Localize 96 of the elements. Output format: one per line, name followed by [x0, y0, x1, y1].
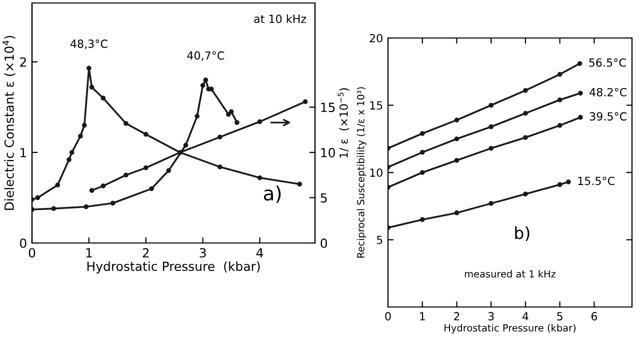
- point: [557, 182, 562, 188]
- point: [566, 179, 571, 184]
- point: [183, 142, 188, 148]
- x-axis-title: Hydrostatic Pressure (kbar): [444, 324, 576, 334]
- point: [488, 146, 494, 151]
- y-tick-label: 20: [370, 34, 382, 42]
- point: [488, 124, 494, 130]
- point: [166, 168, 172, 173]
- y2-tick-label: 10: [321, 148, 335, 158]
- annotation: a): [264, 186, 281, 203]
- point: [420, 150, 425, 155]
- annotation: b): [515, 226, 530, 242]
- point: [420, 217, 425, 222]
- y2-tick-label: 5: [320, 193, 327, 203]
- point: [578, 114, 583, 120]
- y-axis-title: Reciprocal Susceptibility (1/ε x 10³): [356, 87, 366, 258]
- point: [420, 131, 425, 136]
- point: [124, 172, 128, 178]
- series-label: 40,7°C: [187, 51, 224, 61]
- point: [557, 122, 562, 128]
- point: [302, 99, 308, 104]
- point: [200, 82, 206, 88]
- point: [454, 210, 460, 216]
- x-tick-label: 3: [200, 248, 206, 258]
- y-tick-label: 1: [20, 148, 26, 158]
- y-tick-label: 5: [376, 236, 382, 244]
- y-tick-label: 15: [370, 101, 382, 110]
- x-tick-label: 3: [488, 312, 494, 320]
- y-axis-title: Dielectric Constant ε (×10$^{4}$): [2, 36, 16, 210]
- point: [454, 158, 460, 163]
- point: [110, 200, 116, 206]
- point: [149, 186, 154, 192]
- point: [143, 165, 148, 170]
- y2-tick-label: 15: [321, 102, 335, 112]
- x-axis-title: Hydrostatic Pressure (kbar): [87, 261, 260, 274]
- point: [86, 66, 92, 71]
- point: [69, 150, 74, 155]
- point: [89, 84, 94, 90]
- point: [89, 188, 94, 193]
- point: [66, 157, 72, 162]
- x-tick-label: 2: [454, 312, 460, 320]
- x-tick-label: 6: [591, 312, 598, 320]
- annotation: at 10 kHz: [254, 14, 306, 24]
- point: [228, 109, 234, 114]
- series-label: 56.5°C: [589, 58, 626, 67]
- x-tick-label: 0: [28, 248, 36, 258]
- point: [557, 97, 562, 102]
- point: [454, 118, 460, 122]
- x-tick-label: 1: [420, 312, 425, 320]
- x-tick-label: 1: [86, 248, 92, 258]
- series-label: 48,3°C: [70, 40, 108, 50]
- series-label: 48.2°C: [590, 88, 626, 96]
- point: [557, 72, 562, 77]
- y-tick-label: 0: [20, 238, 26, 248]
- point: [420, 170, 425, 175]
- point: [178, 150, 182, 155]
- annotation: measured at 1 kHz: [464, 270, 556, 278]
- point: [523, 110, 528, 116]
- y-tick-label: 2: [20, 57, 26, 67]
- point: [297, 182, 302, 187]
- point: [523, 135, 528, 140]
- x-tick-label: 4: [522, 312, 528, 320]
- point: [226, 112, 231, 117]
- point: [35, 195, 40, 200]
- point: [143, 132, 148, 137]
- x-tick-label: 2: [142, 248, 149, 258]
- point: [454, 136, 460, 142]
- series-label: 15.5°C: [578, 176, 614, 186]
- point: [55, 182, 60, 188]
- point: [257, 175, 262, 180]
- point: [488, 201, 494, 206]
- point: [234, 120, 240, 125]
- point: [488, 102, 494, 108]
- y2-axis-title: 1/ ε (×10$^{−5}$): [338, 88, 350, 158]
- point: [578, 90, 583, 96]
- point: [217, 134, 222, 140]
- series-label: 39.5°C: [590, 112, 626, 121]
- point: [84, 204, 89, 210]
- point: [577, 61, 582, 66]
- x-tick-label: 0: [385, 312, 391, 320]
- point: [100, 96, 106, 101]
- point: [523, 192, 528, 196]
- point: [124, 121, 128, 126]
- x-tick-label: 4: [256, 248, 264, 258]
- point: [523, 88, 528, 93]
- point: [217, 164, 222, 170]
- point: [82, 122, 87, 128]
- point: [51, 206, 56, 212]
- x-tick-label: 5: [557, 312, 562, 320]
- point: [203, 78, 208, 82]
- point: [194, 114, 200, 119]
- y-tick-label: 10: [370, 168, 382, 177]
- point: [100, 184, 106, 188]
- point: [257, 119, 262, 124]
- y2-tick-label: 0: [320, 238, 327, 248]
- point: [78, 134, 83, 139]
